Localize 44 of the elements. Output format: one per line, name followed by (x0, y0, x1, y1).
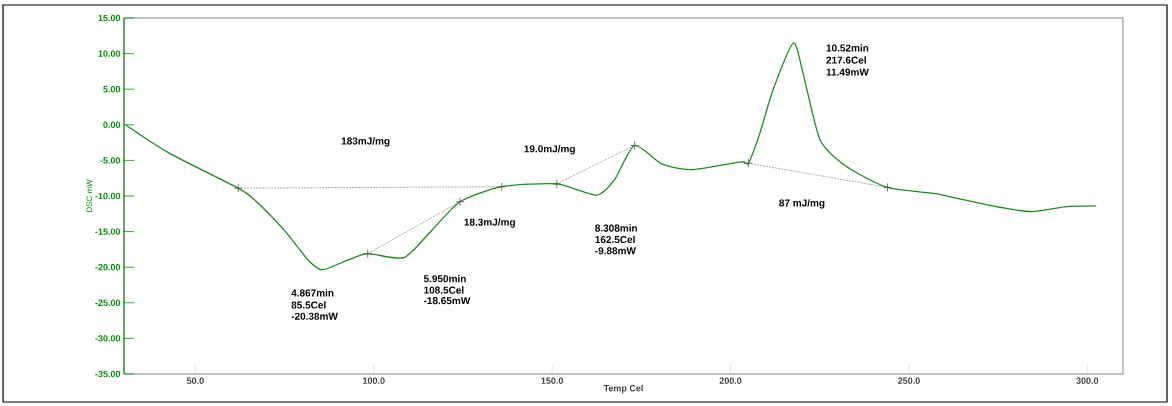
point (363, 249, 373, 259)
annotation: 87 mJ/mg (779, 199, 825, 209)
y-tick-label: -20.00 (95, 264, 121, 271)
annotation: 18.3mJ/mg (464, 218, 515, 228)
point (233, 183, 243, 193)
x-axis-title: Temp Cel (603, 384, 643, 394)
annotation: 19.0mJ/mg (524, 145, 575, 155)
annotation: 108.5Cel (424, 286, 464, 294)
y-tick-label: 15.00 (98, 14, 121, 22)
annotation: 217.6Cel (826, 56, 866, 64)
point (552, 179, 562, 189)
annotation: 162.5Cel (595, 235, 635, 244)
annotation: 5.950min (423, 274, 466, 283)
annotation: 8.308min (595, 224, 637, 232)
x-tick-label: 200.0 (719, 377, 742, 384)
y-tick-label: 10.00 (98, 50, 121, 57)
annotation: -9.88mW (595, 247, 636, 255)
annotation: 10.52min (826, 44, 869, 52)
y-tick-label: 0.00 (103, 121, 121, 128)
annotation: 11.49mW (826, 68, 869, 76)
point (883, 183, 892, 192)
y-tick-label: -35.00 (95, 370, 121, 378)
x-tick-label: 100.0 (363, 377, 385, 384)
x-tick-label: 300.0 (1076, 377, 1099, 384)
annotation: 183mJ/mg (341, 137, 390, 147)
annotation: -18.65mW (423, 297, 471, 305)
x-tick-label: 50.0 (186, 377, 204, 384)
point (497, 182, 507, 192)
annotation: -20.38mW (291, 312, 338, 320)
point (455, 197, 465, 207)
line-series (124, 42, 1097, 271)
x-tick-label: 150.0 (541, 377, 564, 384)
y-tick-label: -25.00 (95, 299, 121, 306)
point (743, 158, 753, 168)
x-tick-label: 250.0 (897, 377, 920, 384)
annotation: 4.867min (291, 289, 334, 297)
y-tick-label: -5.00 (100, 157, 121, 164)
y-tick-label: -10.00 (95, 192, 121, 200)
y-tick-label: -15.00 (95, 228, 121, 235)
annotation: 85.5Cel (291, 301, 326, 309)
y-axis-title: DSC mW (86, 179, 93, 212)
point (630, 141, 639, 150)
y-tick-label: -30.00 (95, 335, 121, 342)
y-tick-label: 5.00 (103, 86, 121, 93)
